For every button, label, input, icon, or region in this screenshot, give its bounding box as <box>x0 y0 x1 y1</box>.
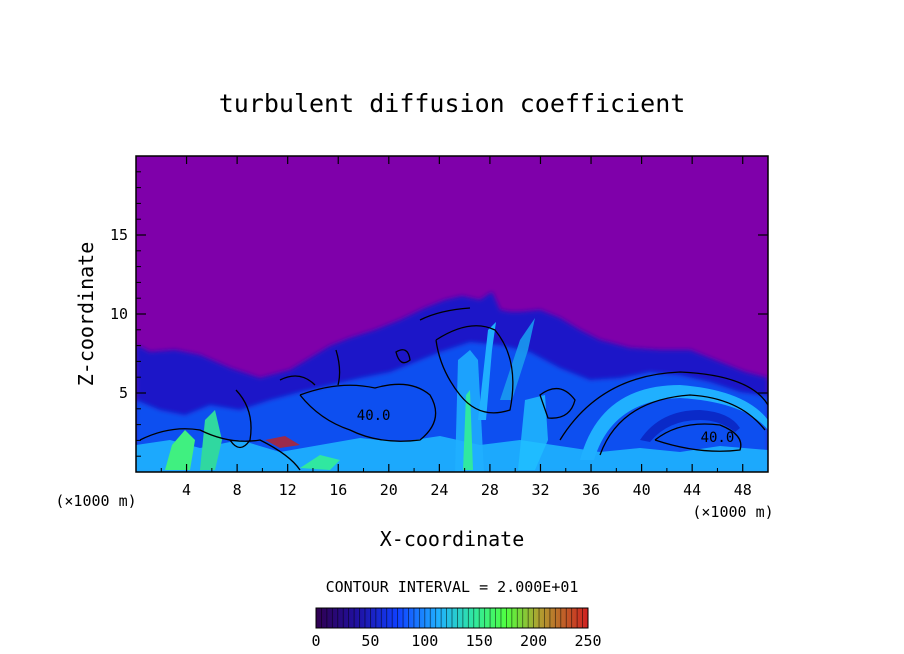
plume-column-5 <box>518 395 548 470</box>
colorbar-tick-label: 150 <box>466 632 493 650</box>
chart-title: turbulent diffusion coefficient <box>219 89 686 118</box>
x-axis-label: X-coordinate <box>380 527 525 551</box>
x-tick-label: 20 <box>380 481 398 499</box>
x-tick-label: 28 <box>481 481 499 499</box>
turbulent-core <box>136 342 768 472</box>
y-tick-label: 5 <box>119 384 128 402</box>
plot-area <box>136 156 768 472</box>
x-tick-label: 16 <box>329 481 347 499</box>
x-tick-label: 32 <box>531 481 549 499</box>
x-tick-label: 36 <box>582 481 600 499</box>
contour-interval-text: CONTOUR INTERVAL = 2.000E+01 <box>326 578 579 596</box>
colorbar-tick-label: 0 <box>311 632 320 650</box>
x-tick-label: 48 <box>734 481 752 499</box>
colorbar-tick-label: 250 <box>574 632 601 650</box>
y-tick-label: 10 <box>110 305 128 323</box>
contour-label: 40.0 <box>701 430 735 446</box>
hotspot-red <box>265 436 300 448</box>
x-axis-ticks: 4 8 12 16 20 24 28 32 36 40 44 48 <box>160 156 752 499</box>
colorbar: 0 50 100 150 200 250 <box>311 607 602 650</box>
y-axis-ticks: 5 10 15 <box>110 171 768 457</box>
hotspot-left-2 <box>200 410 222 470</box>
x-tick-label: 8 <box>233 481 242 499</box>
colorbar-tick-label: 200 <box>520 632 547 650</box>
y-tick-label: 15 <box>110 226 128 244</box>
colorbar-tick-label: 50 <box>361 632 379 650</box>
plume-column-4 <box>500 318 535 400</box>
x-tick-label: 44 <box>683 481 701 499</box>
x-tick-label: 40 <box>633 481 651 499</box>
plume-column-2 <box>463 390 473 470</box>
contour-lines <box>139 307 768 471</box>
hotspot-mid <box>300 455 340 470</box>
contour-label: 40.0 <box>357 408 391 424</box>
arc-structure-inner <box>640 410 740 442</box>
x-tick-label: 24 <box>430 481 448 499</box>
x-unit-right: (×1000 m) <box>692 503 773 521</box>
y-axis-label: Z-coordinate <box>74 242 98 387</box>
x-tick-label: 4 <box>182 481 191 499</box>
contour-label-layer: 40.0 40.0 <box>357 408 735 446</box>
hotspot-left <box>165 430 195 470</box>
arc-structure <box>580 385 768 460</box>
plume-column-3 <box>478 322 496 420</box>
colorbar-tick-labels: 0 50 100 150 200 250 <box>311 632 601 650</box>
colorbar-tick-label: 100 <box>411 632 438 650</box>
x-unit-left: (×1000 m) <box>55 492 136 510</box>
x-tick-label: 12 <box>279 481 297 499</box>
colorbar-divisions <box>321 608 583 628</box>
